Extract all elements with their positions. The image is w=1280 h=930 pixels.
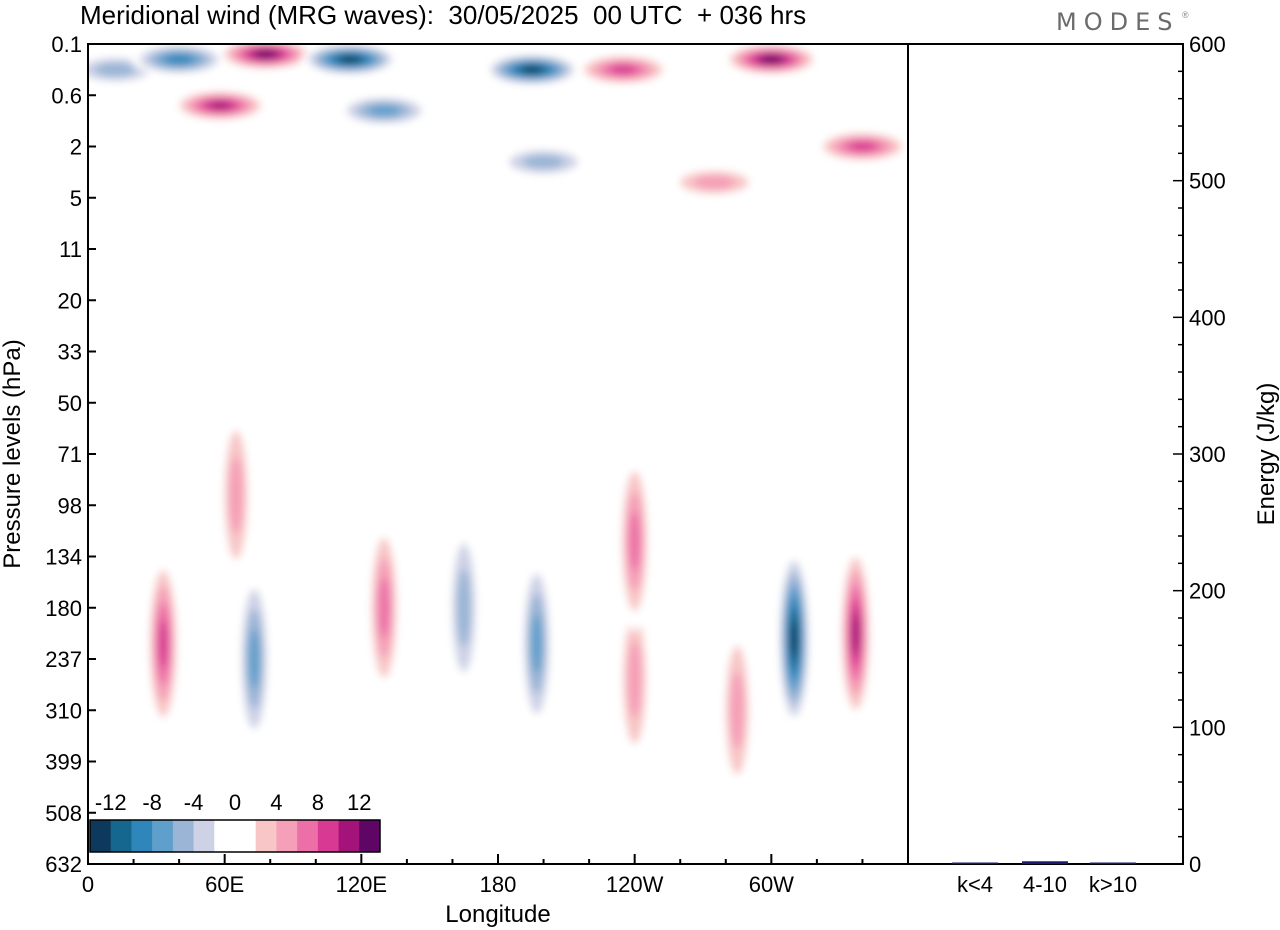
y-tick-label: 0.6 (51, 83, 82, 108)
colorbar-swatch (255, 820, 277, 852)
field-contour-18-3 (627, 640, 642, 719)
energy-bars: 0 100 200 300 400 500 600 Energy (J/kg) k<4 4-10 k… (952, 32, 1280, 897)
energy-category-label: 4-10 (1023, 872, 1067, 897)
y-tick-label: 310 (45, 698, 82, 723)
field-contour-12-5 (158, 619, 168, 669)
energy-tick-label: 600 (1189, 32, 1226, 57)
energy-bar (952, 862, 998, 864)
field-contour-4-7 (340, 56, 360, 63)
y-tick-label: 399 (45, 750, 82, 775)
colorbar-swatch (110, 820, 132, 852)
x-tick-label: 0 (82, 872, 94, 897)
field-contour-3-7 (256, 51, 276, 58)
colorbar-swatch (235, 820, 257, 852)
y-tick-label: 237 (45, 647, 82, 672)
colorbar-swatch (297, 820, 319, 852)
field-contour-21-6 (851, 612, 860, 655)
colorbar-label: -4 (184, 790, 204, 815)
x-tick-label: 180 (480, 872, 517, 897)
colorbar: -12 -8 -4 0 4 8 12 (89, 790, 381, 853)
field-contour-17-4 (531, 613, 543, 674)
x-tick-label: 120W (606, 872, 664, 897)
energy-tick-label: 400 (1189, 305, 1226, 330)
y-tick-label: 20 (58, 288, 82, 313)
energy-frame (907, 43, 1184, 865)
energy-category-label: k>10 (1089, 872, 1137, 897)
field-contour-2-6 (209, 101, 232, 110)
energy-bar (1090, 862, 1136, 864)
field-contour-0-3 (94, 62, 136, 77)
field-contour-13-4 (248, 629, 260, 689)
modes-logo: MODES (1056, 8, 1180, 36)
colorbar-label: 12 (347, 790, 371, 815)
colorbar-frame (89, 819, 381, 853)
colorbar-swatch (90, 820, 112, 852)
colorbar-label: -12 (95, 790, 127, 815)
energy-tick-label: 500 (1189, 169, 1226, 194)
chart-title: Meridional wind (MRG waves): 30/05/2025 … (80, 0, 807, 30)
x-tick-label: 60W (749, 872, 794, 897)
energy-tick-label: 100 (1189, 715, 1226, 740)
y-tick-label: 5 (70, 186, 82, 211)
field-contour-10-3 (693, 175, 735, 190)
x-tick-label: 120E (336, 872, 387, 897)
y-tick-label: 0.1 (51, 32, 82, 57)
colorbar-swatch (193, 820, 215, 852)
y-tick-label: 50 (58, 391, 82, 416)
field-contour-7-3 (522, 154, 565, 169)
y-axis-title: Pressure levels (hPa) (0, 339, 26, 568)
y-tick-label: 2 (70, 135, 82, 160)
field-contour-8-5 (610, 65, 637, 75)
field-contour-5-4 (368, 105, 401, 116)
y-tick-label: 632 (45, 852, 82, 877)
energy-tick-label: 200 (1189, 579, 1226, 604)
field-contour-9-7 (761, 56, 781, 63)
y-tick-label: 11 (59, 237, 82, 262)
colorbar-swatch (172, 820, 195, 852)
field-contour-1-5 (166, 54, 193, 64)
field-contour-14-3 (229, 456, 243, 534)
colorbar-swatch (214, 820, 236, 852)
colorbar-label: 4 (270, 790, 282, 815)
wind-field (88, 44, 908, 801)
registered-mark: ® (1182, 10, 1189, 20)
field-contour-11-5 (849, 142, 876, 151)
y-tick-label: 71 (58, 442, 82, 467)
field-contour-15-4 (378, 577, 390, 638)
heatmap-frame (87, 43, 909, 865)
colorbar-swatch (317, 820, 340, 852)
energy-bar (1022, 861, 1068, 864)
colorbar-label: -8 (142, 790, 162, 815)
colorbar-swatch (152, 820, 174, 852)
field-contour-16-3 (456, 569, 471, 647)
colorbar-swatch (338, 820, 360, 852)
y-tick-label: 98 (58, 493, 82, 518)
colorbar-label: 8 (312, 790, 324, 815)
y-tick-label: 134 (45, 545, 82, 570)
y-tick-label: 180 (45, 596, 82, 621)
axes: 0.1 0.6 2 5 11 20 33 50 71 98 134 180 237 310 399 508 63… (0, 32, 1184, 928)
x-tick-label: 60E (205, 872, 244, 897)
colorbar-swatch (276, 820, 298, 852)
energy-tick-label: 300 (1189, 442, 1226, 467)
colorbar-swatch (131, 820, 153, 852)
x-axis-title: Longitude (445, 901, 550, 928)
y-tick-label: 33 (58, 340, 82, 365)
field-contour-19-4 (629, 511, 640, 572)
energy-axis-title: Energy (J/kg) (1253, 383, 1280, 526)
field-contour-20-7 (790, 620, 798, 657)
energy-tick-label: 0 (1189, 852, 1201, 877)
y-tick-label: 508 (45, 801, 82, 826)
energy-category-label: k<4 (957, 872, 993, 897)
field-contour-22-3 (730, 671, 745, 749)
colorbar-swatch (359, 820, 381, 852)
field-contour-6-7 (522, 66, 542, 73)
colorbar-label: 0 (229, 790, 241, 815)
